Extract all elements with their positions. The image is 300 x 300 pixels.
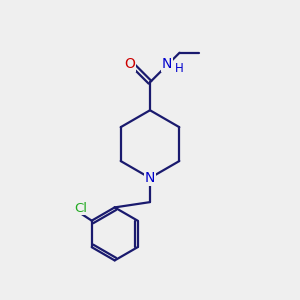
- Text: H: H: [175, 62, 183, 75]
- Text: O: O: [124, 57, 135, 71]
- Text: Cl: Cl: [74, 202, 87, 215]
- Text: N: N: [162, 57, 172, 71]
- Text: N: N: [145, 171, 155, 185]
